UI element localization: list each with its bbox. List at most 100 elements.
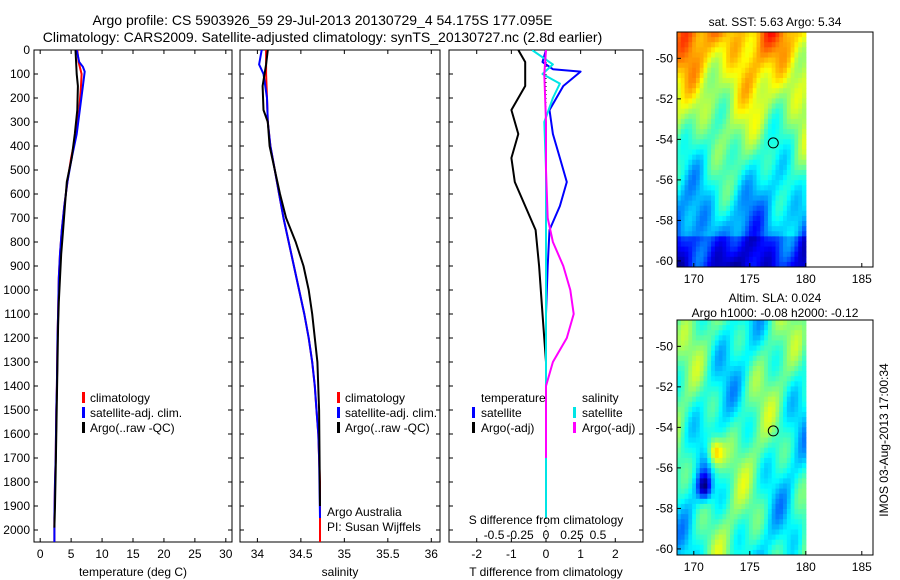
heatmap-cell	[794, 221, 799, 227]
heatmap-cell	[695, 457, 701, 464]
heatmap-cell	[699, 164, 705, 171]
heatmap-cell	[730, 251, 735, 258]
heatmap-cell	[790, 129, 796, 135]
map-y-tick-label: -52	[656, 380, 674, 394]
heatmap-cell	[771, 345, 777, 352]
heatmap-cell	[680, 422, 686, 428]
heatmap-cell	[684, 340, 689, 347]
heatmap-cell	[699, 32, 705, 38]
heatmap-cell	[790, 406, 796, 413]
heatmap-cell	[767, 108, 773, 115]
heatmap-cell	[790, 422, 796, 428]
heatmap-cell	[695, 529, 701, 536]
heatmap-cell	[794, 539, 799, 546]
heatmap-cell	[764, 251, 769, 258]
heatmap-cell	[688, 463, 693, 469]
heatmap-cell	[699, 113, 705, 120]
heatmap-cell	[745, 221, 750, 227]
heatmap-cell	[798, 417, 803, 423]
heatmap-cell	[737, 391, 742, 398]
heatmap-cell	[771, 169, 777, 176]
heatmap-cell	[688, 134, 693, 140]
heatmap-cell	[786, 534, 792, 541]
heatmap-cell	[741, 457, 746, 464]
heatmap-cell	[790, 47, 796, 54]
heatmap-cell	[703, 503, 708, 510]
heatmap-cell	[741, 488, 746, 495]
heatmap-cell	[756, 195, 761, 202]
heatmap-cell	[783, 360, 788, 367]
heatmap-cell	[699, 108, 705, 115]
heatmap-cell	[775, 256, 780, 263]
heatmap-cell	[730, 205, 735, 212]
heatmap-cell	[707, 67, 712, 74]
heatmap-cell	[745, 190, 750, 197]
heatmap-cell	[794, 154, 799, 161]
heatmap-cell	[677, 149, 682, 156]
heatmap-cell	[692, 154, 697, 161]
heatmap-cell	[752, 103, 758, 110]
heatmap-cell	[692, 57, 697, 64]
heatmap-cell	[737, 47, 742, 54]
heatmap-cell	[707, 340, 712, 347]
heatmap-cell	[767, 514, 773, 520]
heatmap-cell	[695, 241, 701, 248]
heatmap-cell	[703, 32, 708, 38]
heatmap-cell	[733, 47, 739, 54]
heatmap-cell	[714, 103, 720, 110]
heatmap-cell	[798, 422, 803, 428]
heatmap-cell	[760, 226, 765, 232]
heatmap-cell	[684, 478, 689, 485]
heatmap-cell	[699, 457, 705, 464]
heatmap-cell	[692, 251, 697, 258]
heatmap-cell	[752, 442, 758, 449]
heatmap-cell	[760, 406, 765, 413]
heatmap-cell	[748, 350, 754, 357]
heatmap-cell	[752, 134, 758, 140]
heatmap-cell	[695, 509, 701, 515]
heatmap-cell	[798, 371, 803, 377]
heatmap-cell	[779, 210, 784, 217]
heatmap-cell	[775, 447, 780, 454]
heatmap-cell	[695, 62, 701, 69]
heatmap-cell	[767, 442, 773, 449]
x-tick-label: 1	[577, 547, 584, 561]
heatmap-cell	[786, 325, 792, 331]
heatmap-cell	[802, 129, 807, 135]
heatmap-cell	[707, 261, 712, 267]
heatmap-cell	[786, 57, 792, 64]
heatmap-cell	[767, 261, 773, 267]
heatmap-cell	[798, 340, 803, 347]
heatmap-cell	[722, 83, 727, 89]
salinity-x-ticks: 34 34.5 35 35.5 36	[251, 50, 438, 561]
heatmap-cell	[748, 524, 754, 531]
heatmap-cell	[737, 139, 742, 145]
heatmap-cell	[711, 340, 716, 347]
heatmap-cell	[786, 509, 792, 515]
legend-swatch-sal-satellite	[573, 407, 576, 418]
heatmap-cell	[695, 139, 701, 145]
heatmap-cell	[752, 417, 758, 423]
heatmap-cell	[711, 113, 716, 120]
heatmap-cell	[748, 72, 754, 79]
heatmap-cell	[699, 325, 705, 331]
heatmap-cell	[733, 180, 739, 186]
heatmap-cell	[726, 447, 731, 454]
heatmap-cell	[718, 406, 724, 413]
heatmap-cell	[718, 355, 724, 362]
heatmap-cell	[677, 88, 682, 94]
difference-secondary-tick-labels: -0.5 -0.25 0 0.25 0.5	[484, 528, 607, 542]
heatmap-cell	[707, 215, 712, 222]
heatmap-cell	[714, 463, 720, 469]
heatmap-cell	[745, 422, 750, 428]
heatmap-cell	[775, 534, 780, 541]
heatmap-cell	[737, 524, 742, 531]
heatmap-cell	[711, 509, 716, 515]
heatmap-cell	[779, 427, 784, 433]
heatmap-cell	[688, 231, 693, 237]
heatmap-cell	[779, 103, 784, 110]
heatmap-cell	[699, 345, 705, 352]
heatmap-cell	[707, 320, 712, 326]
heatmap-cell	[741, 108, 746, 115]
sst-map-panel: sat. SST: 5.63 Argo: 5.34 -50-52-54-56-5…	[656, 15, 874, 286]
